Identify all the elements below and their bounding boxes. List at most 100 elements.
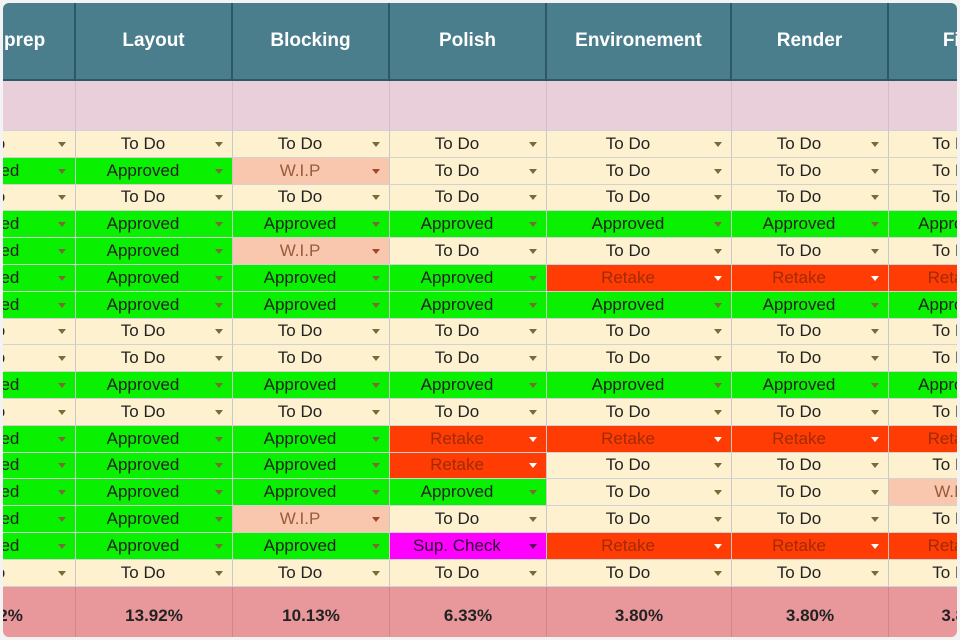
status-dropdown[interactable]: W.I.P [233, 238, 390, 265]
status-dropdown[interactable]: Approved [76, 211, 233, 239]
status-dropdown[interactable]: Approved [3, 291, 76, 319]
dropdown-arrow-icon[interactable] [215, 463, 223, 469]
dropdown-arrow-icon[interactable] [529, 356, 537, 362]
status-dropdown[interactable]: To Do [76, 398, 233, 426]
status-dropdown[interactable]: To Do [732, 184, 889, 212]
dropdown-arrow-icon[interactable] [871, 409, 879, 415]
dropdown-arrow-icon[interactable] [714, 141, 722, 147]
dropdown-arrow-icon[interactable] [714, 543, 722, 549]
dropdown-arrow-icon[interactable] [215, 195, 223, 201]
status-dropdown[interactable]: To Do [889, 318, 957, 346]
status-dropdown[interactable]: Approved [547, 372, 732, 399]
dropdown-arrow-icon[interactable] [871, 543, 879, 549]
status-dropdown[interactable]: To Do [889, 238, 957, 265]
dropdown-arrow-icon[interactable] [58, 490, 66, 496]
status-dropdown[interactable]: Retake [390, 425, 547, 453]
status-dropdown[interactable]: To Do [732, 131, 889, 158]
dropdown-arrow-icon[interactable] [871, 141, 879, 147]
status-dropdown[interactable]: Retake [889, 425, 957, 453]
status-dropdown[interactable]: To Do [233, 398, 390, 426]
status-dropdown[interactable]: To Do [547, 318, 732, 346]
dropdown-arrow-icon[interactable] [58, 383, 66, 389]
dropdown-arrow-icon[interactable] [215, 543, 223, 549]
dropdown-arrow-icon[interactable] [529, 490, 537, 496]
dropdown-arrow-icon[interactable] [372, 249, 380, 255]
dropdown-arrow-icon[interactable] [58, 356, 66, 362]
dropdown-arrow-icon[interactable] [871, 490, 879, 496]
status-dropdown[interactable]: Approved [3, 264, 76, 292]
status-dropdown[interactable]: To Do [732, 318, 889, 346]
status-dropdown[interactable]: To Do [390, 398, 547, 426]
status-dropdown[interactable]: To Do [889, 131, 957, 158]
status-dropdown[interactable]: Approved [3, 425, 76, 453]
status-dropdown[interactable]: To Do [233, 559, 390, 587]
status-dropdown[interactable]: Approved [3, 238, 76, 265]
status-dropdown[interactable]: To Do [3, 345, 76, 373]
status-dropdown[interactable]: To Do [3, 184, 76, 212]
status-dropdown[interactable]: To Do [76, 184, 233, 212]
dropdown-arrow-icon[interactable] [714, 436, 722, 442]
dropdown-arrow-icon[interactable] [215, 168, 223, 174]
status-dropdown[interactable]: To Do [889, 559, 957, 587]
status-dropdown[interactable]: To Do [76, 131, 233, 158]
status-dropdown[interactable]: Approved [76, 532, 233, 560]
status-dropdown[interactable]: Retake [889, 532, 957, 560]
status-dropdown[interactable]: To Do [547, 479, 732, 507]
status-dropdown[interactable]: To Do [390, 131, 547, 158]
column-header[interactable]: Polish [390, 3, 547, 81]
status-dropdown[interactable]: To Do [732, 345, 889, 373]
dropdown-arrow-icon[interactable] [871, 329, 879, 335]
dropdown-arrow-icon[interactable] [529, 329, 537, 335]
status-dropdown[interactable]: To Do [889, 506, 957, 533]
dropdown-arrow-icon[interactable] [215, 490, 223, 496]
dropdown-arrow-icon[interactable] [215, 409, 223, 415]
column-header[interactable]: Environement [547, 3, 732, 81]
status-dropdown[interactable]: To Do [547, 506, 732, 533]
status-dropdown[interactable]: To Do [547, 345, 732, 373]
dropdown-arrow-icon[interactable] [58, 275, 66, 281]
dropdown-arrow-icon[interactable] [372, 463, 380, 469]
dropdown-arrow-icon[interactable] [372, 543, 380, 549]
status-dropdown[interactable]: W.I.P [233, 157, 390, 185]
dropdown-arrow-icon[interactable] [714, 570, 722, 576]
dropdown-arrow-icon[interactable] [215, 222, 223, 228]
dropdown-arrow-icon[interactable] [871, 275, 879, 281]
status-dropdown[interactable]: To Do [390, 345, 547, 373]
dropdown-arrow-icon[interactable] [871, 383, 879, 389]
status-dropdown[interactable]: Approved [390, 291, 547, 319]
dropdown-arrow-icon[interactable] [529, 249, 537, 255]
dropdown-arrow-icon[interactable] [215, 356, 223, 362]
status-dropdown[interactable]: Approved [3, 372, 76, 399]
status-dropdown[interactable]: To Do [233, 345, 390, 373]
status-dropdown[interactable]: Approved [233, 291, 390, 319]
dropdown-arrow-icon[interactable] [529, 168, 537, 174]
dropdown-arrow-icon[interactable] [714, 356, 722, 362]
column-header[interactable]: Layout [76, 3, 233, 81]
dropdown-arrow-icon[interactable] [58, 195, 66, 201]
status-dropdown[interactable]: Approved [76, 238, 233, 265]
status-dropdown[interactable]: Approved [732, 372, 889, 399]
status-dropdown[interactable]: Approved [76, 372, 233, 399]
dropdown-arrow-icon[interactable] [58, 329, 66, 335]
dropdown-arrow-icon[interactable] [372, 383, 380, 389]
status-dropdown[interactable]: Retake [547, 532, 732, 560]
column-header[interactable]: Final [889, 3, 957, 81]
dropdown-arrow-icon[interactable] [871, 222, 879, 228]
dropdown-arrow-icon[interactable] [714, 302, 722, 308]
column-header[interactable]: Blocking [233, 3, 390, 81]
status-dropdown[interactable]: To Do [732, 506, 889, 533]
dropdown-arrow-icon[interactable] [529, 141, 537, 147]
status-dropdown[interactable]: To Do [76, 559, 233, 587]
dropdown-arrow-icon[interactable] [714, 463, 722, 469]
status-dropdown[interactable]: To Do [732, 559, 889, 587]
status-dropdown[interactable]: To Do [732, 238, 889, 265]
dropdown-arrow-icon[interactable] [529, 222, 537, 228]
status-dropdown[interactable]: To Do [547, 184, 732, 212]
status-dropdown[interactable]: W.I.P [889, 479, 957, 507]
status-dropdown[interactable]: Approved [233, 452, 390, 480]
status-dropdown[interactable]: Approved [76, 479, 233, 507]
status-dropdown[interactable]: Approved [3, 211, 76, 239]
dropdown-arrow-icon[interactable] [58, 436, 66, 442]
status-dropdown[interactable]: To Do [732, 479, 889, 507]
dropdown-arrow-icon[interactable] [372, 302, 380, 308]
